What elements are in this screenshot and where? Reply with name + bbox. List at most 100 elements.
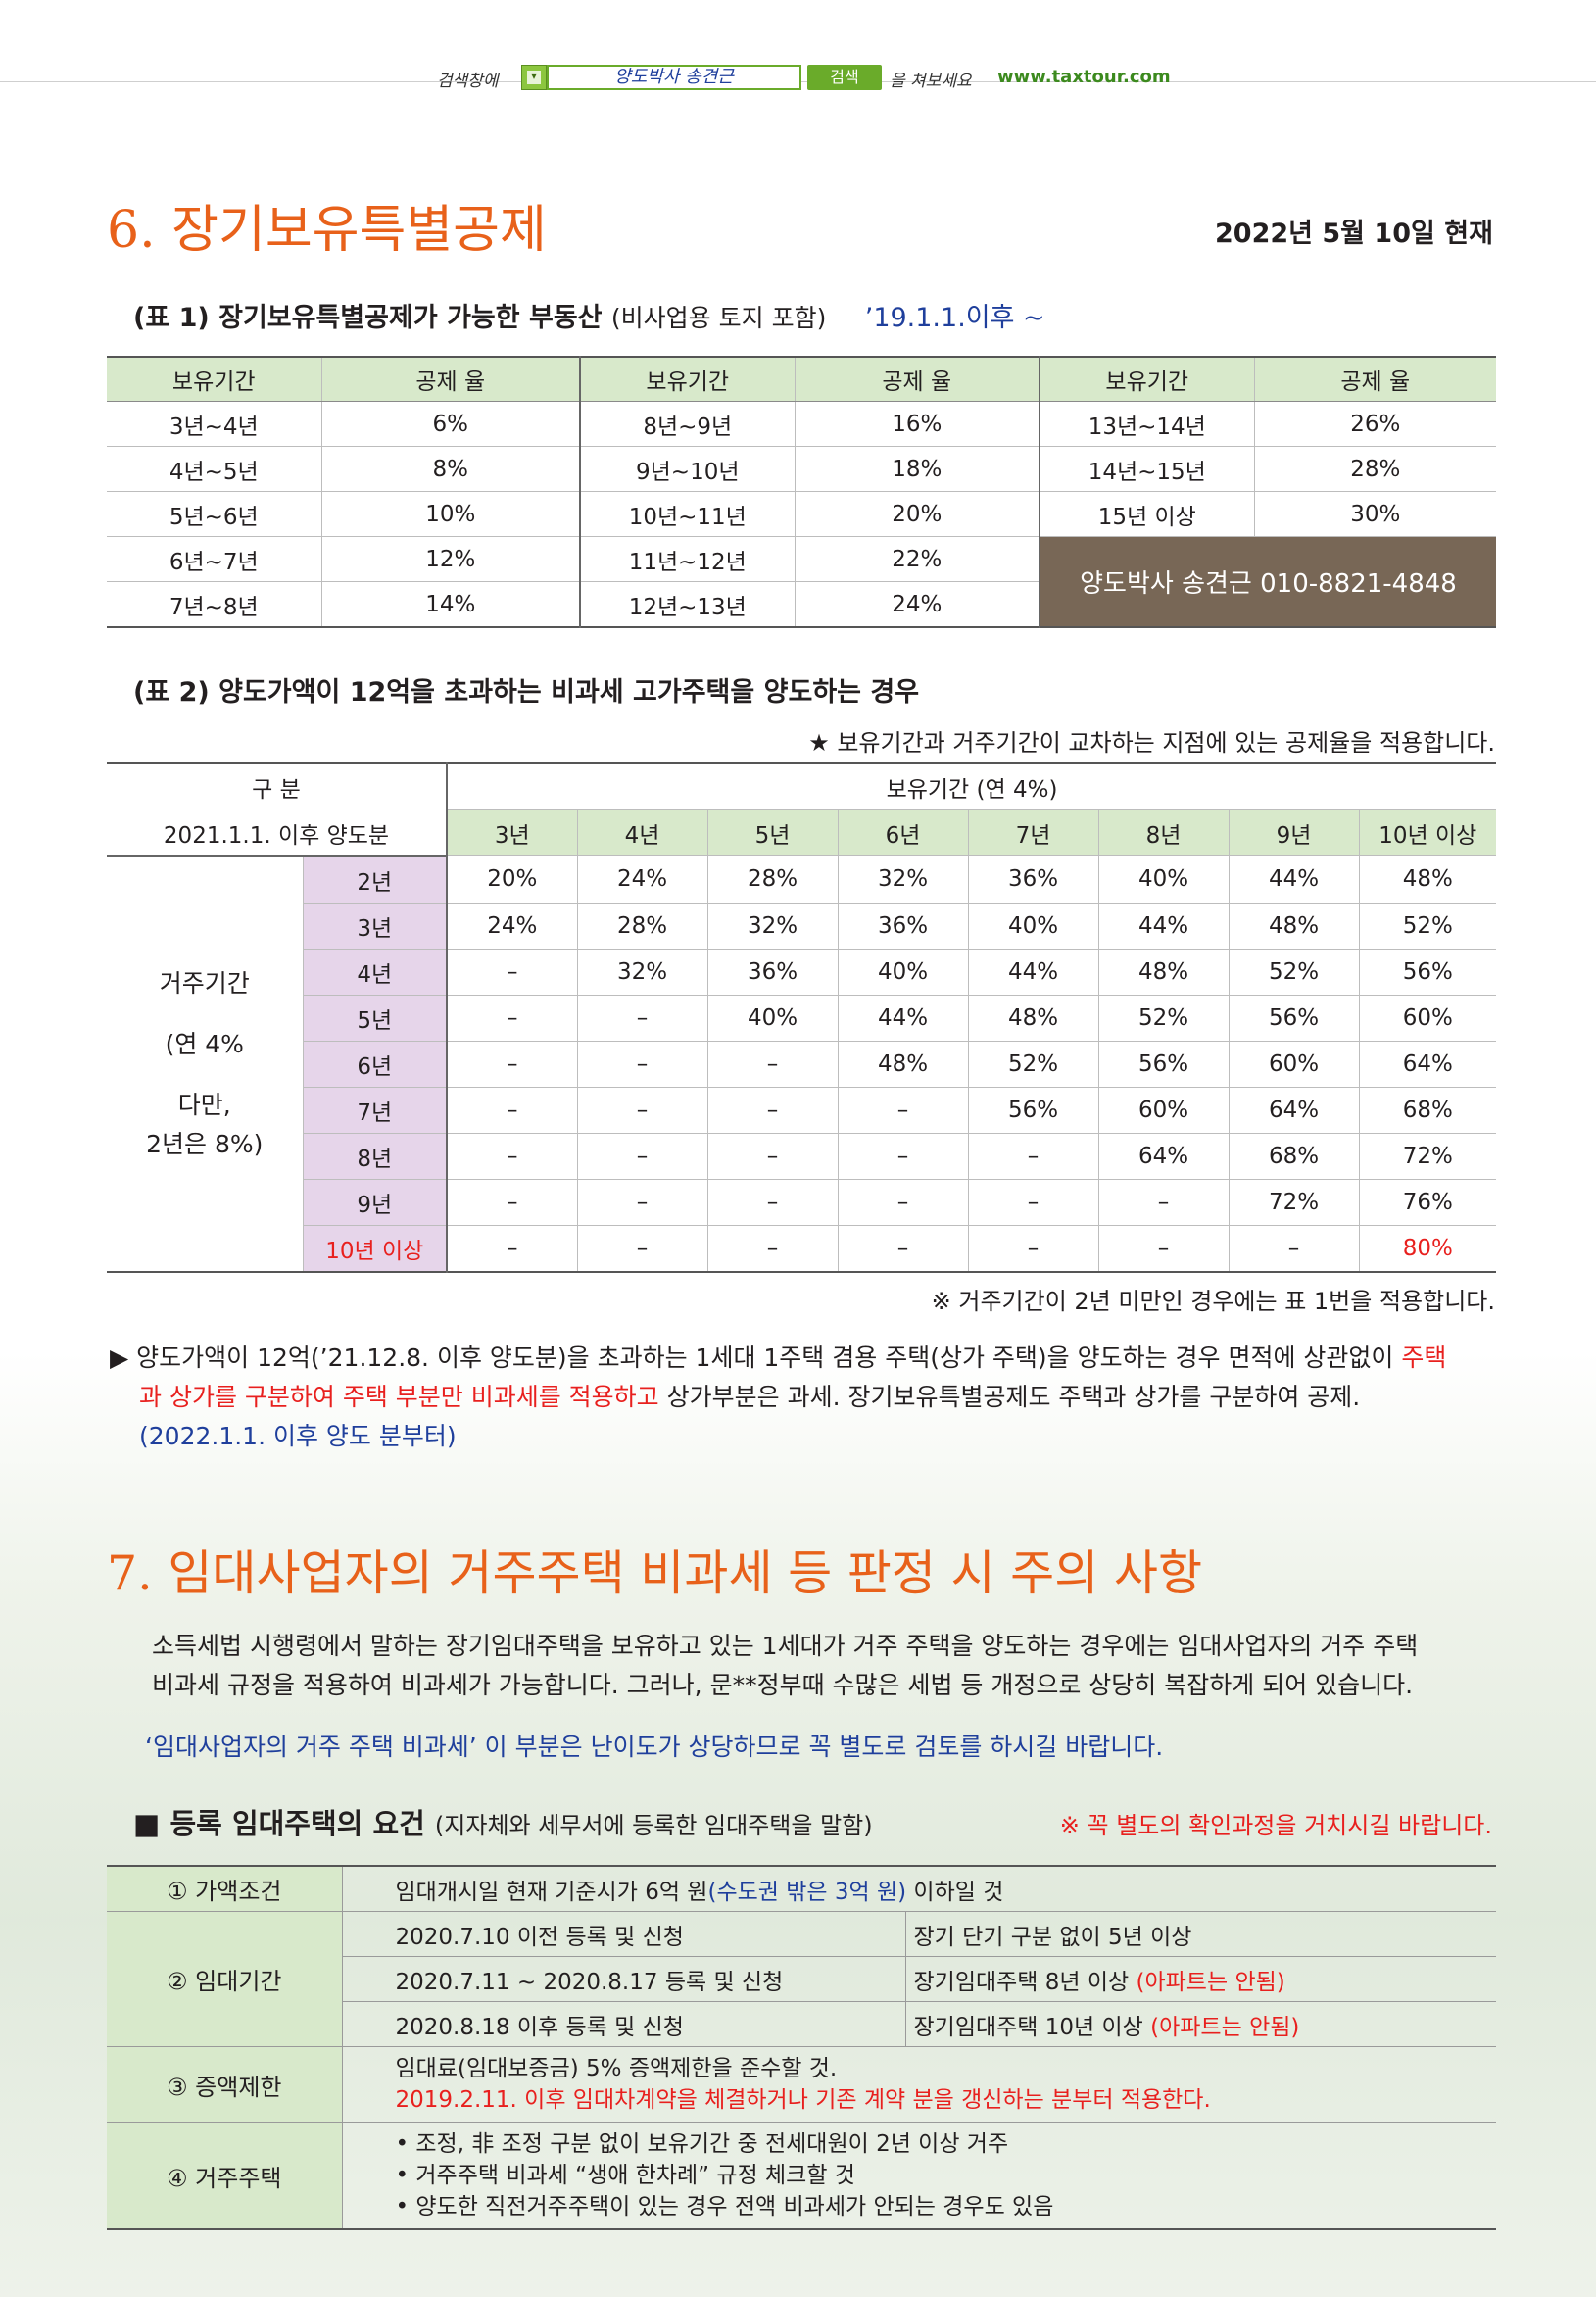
requirements-title-sub: (지자체와 세무서에 등록한 임대주택을 말함) <box>434 1812 873 1839</box>
rate-cell: 72% <box>1229 1179 1360 1226</box>
table1-cell: 24% <box>795 581 1040 628</box>
req-text: 장기임대주택 10년 이상 <box>913 2014 1151 2040</box>
table-row: 6년~7년 12% 11년~12년 22% 양도박사 송견근 010-8821-… <box>107 536 1496 627</box>
rate-cell: 56% <box>1359 949 1496 996</box>
reside-year: 4년 <box>303 949 448 996</box>
rate-cell: 24% <box>447 903 578 950</box>
dropdown-icon[interactable]: ▾ <box>521 65 547 90</box>
bullet-text: 상가부분은 과세. 장기보유특별공제도 주택과 상가를 구분하여 공제. <box>658 1383 1361 1411</box>
rate-cell: – <box>1098 1179 1230 1226</box>
req-period-left: 2020.7.10 이전 등록 및 신청 <box>342 1911 906 1957</box>
table2-header-row-2: 2021.1.1. 이후 양도분 3년 4년 5년 6년 7년 8년 9년 10… <box>107 809 1496 857</box>
reside-label-1: 거주기간 <box>159 968 250 998</box>
section7-intro: 소득세법 시행령에서 말하는 장기임대주택을 보유하고 있는 1세대가 거주 주… <box>152 1627 1504 1705</box>
rate-cell: 56% <box>1098 1041 1230 1088</box>
req-period-right: 장기 단기 구분 없이 5년 이상 <box>905 1911 1496 1957</box>
table1-cell: 5년~6년 <box>107 491 322 537</box>
table-row: 4년~5년 8% 9년~10년 18% 14년~15년 28% <box>107 446 1496 492</box>
req-blue-text: (수도권 밖은 3억 원) <box>707 1879 907 1905</box>
rate-cell: 28% <box>577 903 708 950</box>
rate-cell: – <box>707 1179 839 1226</box>
table1-header-row: 보유기간 공제 율 보유기간 공제 율 보유기간 공제 율 <box>107 357 1496 402</box>
rate-cell: 56% <box>1229 995 1360 1042</box>
table1-caption-main: (표 1) 장기보유특별공제가 가능한 부동산 <box>133 303 603 333</box>
req-red-text: 2019.2.11. 이후 임대차계약을 체결하거나 기존 계약 분을 갱신하는… <box>395 2087 1211 2113</box>
bullet-red-text: 과 상가를 구분하여 주택 부분만 비과세를 적용하고 <box>139 1383 659 1411</box>
list-item: 양도한 직전거주주택이 있는 경우 전액 비과세가 안되는 경우도 있음 <box>396 2191 1497 2223</box>
rate-cell: 44% <box>1229 855 1360 904</box>
rate-cell: 64% <box>1229 1087 1360 1134</box>
corner-bottom: 2021.1.1. 이후 양도분 <box>107 809 448 857</box>
rental-requirements-table: ① 가액조건 임대개시일 현재 기준시가 6억 원(수도권 밖은 3억 원) 이… <box>107 1865 1496 2230</box>
req-period-right: 장기임대주택 8년 이상 (아파트는 안됨) <box>905 1956 1496 2002</box>
table1-cell: 10% <box>321 491 581 537</box>
rate-cell: – <box>577 1133 708 1180</box>
req-text: 이하일 것 <box>906 1879 1004 1905</box>
reside-label-2: (연 4% <box>165 1029 244 1058</box>
list-item: 거주주택 비과세 “생애 한차례” 규정 체크할 것 <box>396 2160 1497 2191</box>
rate-cell: 32% <box>838 855 969 904</box>
intro-line: 소득세법 시행령에서 말하는 장기임대주택을 보유하고 있는 1세대가 거주 주… <box>152 1632 1419 1660</box>
table-row: ④ 거주주택 조정, 非 조정 구분 없이 보유기간 중 전세대원이 2년 이상… <box>107 2122 1497 2230</box>
table2-header-row-1: 구 분 보유기간 (연 4%) <box>107 763 1496 810</box>
table1-header: 보유기간 <box>580 357 796 402</box>
table1-cell: 26% <box>1254 401 1496 447</box>
rate-cell: 40% <box>707 995 839 1042</box>
search-button[interactable]: 검색 <box>807 65 882 90</box>
table1-cell: 3년~4년 <box>107 401 322 447</box>
table1-header: 보유기간 <box>1040 357 1255 402</box>
hold-year: 6년 <box>838 809 969 856</box>
section7-title: 7. 임대사업자의 거주주택 비과세 등 판정 시 주의 사항 <box>107 1545 1203 1601</box>
rate-cell: – <box>707 1041 839 1088</box>
table1-cell: 22% <box>795 536 1040 582</box>
rate-cell: – <box>577 995 708 1042</box>
table1-cell: 14년~15년 <box>1040 446 1255 492</box>
hold-year: 7년 <box>968 809 1099 856</box>
reside-year: 3년 <box>303 903 448 950</box>
table-row: 2020.7.11 ~ 2020.8.17 등록 및 신청 장기임대주택 8년 … <box>107 1956 1496 2002</box>
table-row: 5년 – – 40% 44% 48% 52% 56% 60% <box>107 995 1496 1042</box>
rate-cell: 20% <box>447 855 578 904</box>
rate-cell: 52% <box>1359 903 1496 950</box>
rate-cell: – <box>447 1041 578 1088</box>
reside-year: 5년 <box>303 995 448 1042</box>
table1-cell: 11년~12년 <box>580 536 796 582</box>
rate-cell: 80% <box>1359 1225 1496 1272</box>
table1-cell: 9년~10년 <box>580 446 796 492</box>
mixed-use-bullet: ▶ 양도가액이 12억(’21.12.8. 이후 양도분)을 초과하는 1세대 … <box>110 1339 1499 1456</box>
table2-caption: (표 2) 양도가액이 12억을 초과하는 비과세 고가주택을 양도하는 경우 <box>133 677 920 708</box>
rate-cell: – <box>447 995 578 1042</box>
table-row: 9년 – – – – – – 72% 76% <box>107 1179 1496 1226</box>
table1-cell: 7년~8년 <box>107 581 322 628</box>
req-text: 장기 단기 구분 없이 5년 이상 <box>913 1924 1192 1950</box>
rate-cell: 60% <box>1359 995 1496 1042</box>
rate-cell: – <box>707 1225 839 1272</box>
rate-cell: 76% <box>1359 1179 1496 1226</box>
table1-cell: 14% <box>321 581 581 628</box>
corner-top: 구 분 <box>107 763 448 810</box>
rate-cell: 68% <box>1359 1087 1496 1134</box>
reside-label-3: 다만, <box>177 1090 231 1119</box>
req-period-left: 2020.7.11 ~ 2020.8.17 등록 및 신청 <box>342 1956 906 2002</box>
high-value-house-table: 구 분 보유기간 (연 4%) 2021.1.1. 이후 양도분 3년 4년 5… <box>107 762 1496 1273</box>
rate-cell: – <box>1229 1225 1360 1272</box>
section6-title: 6. 장기보유특별공제 <box>107 201 547 260</box>
site-url[interactable]: www.taxtour.com <box>997 67 1171 87</box>
rate-cell: – <box>447 1225 578 1272</box>
rate-cell: 40% <box>838 949 969 996</box>
search-input[interactable]: 양도박사 송견근 <box>547 65 801 90</box>
rate-cell: – <box>968 1179 1099 1226</box>
hold-year: 4년 <box>577 809 708 856</box>
table1-cell: 4년~5년 <box>107 446 322 492</box>
rate-cell: – <box>707 1133 839 1180</box>
table-row: 6년 – – – 48% 52% 56% 60% 64% <box>107 1041 1496 1088</box>
table-row: 7년~8년 14% 12년~13년 24% <box>107 581 1496 628</box>
table1-header: 공제 율 <box>321 357 581 402</box>
req-label: ② 임대기간 <box>107 1911 343 2047</box>
search-suffix: 을 쳐보세요 <box>890 72 972 91</box>
rate-cell: 48% <box>1229 903 1360 950</box>
req-value: 임대개시일 현재 기준시가 6억 원(수도권 밖은 3억 원) 이하일 것 <box>342 1866 1496 1912</box>
table1-cell: 16% <box>795 401 1040 447</box>
reside-label-4: 2년은 8%) <box>146 1129 264 1158</box>
rate-cell: – <box>447 1133 578 1180</box>
